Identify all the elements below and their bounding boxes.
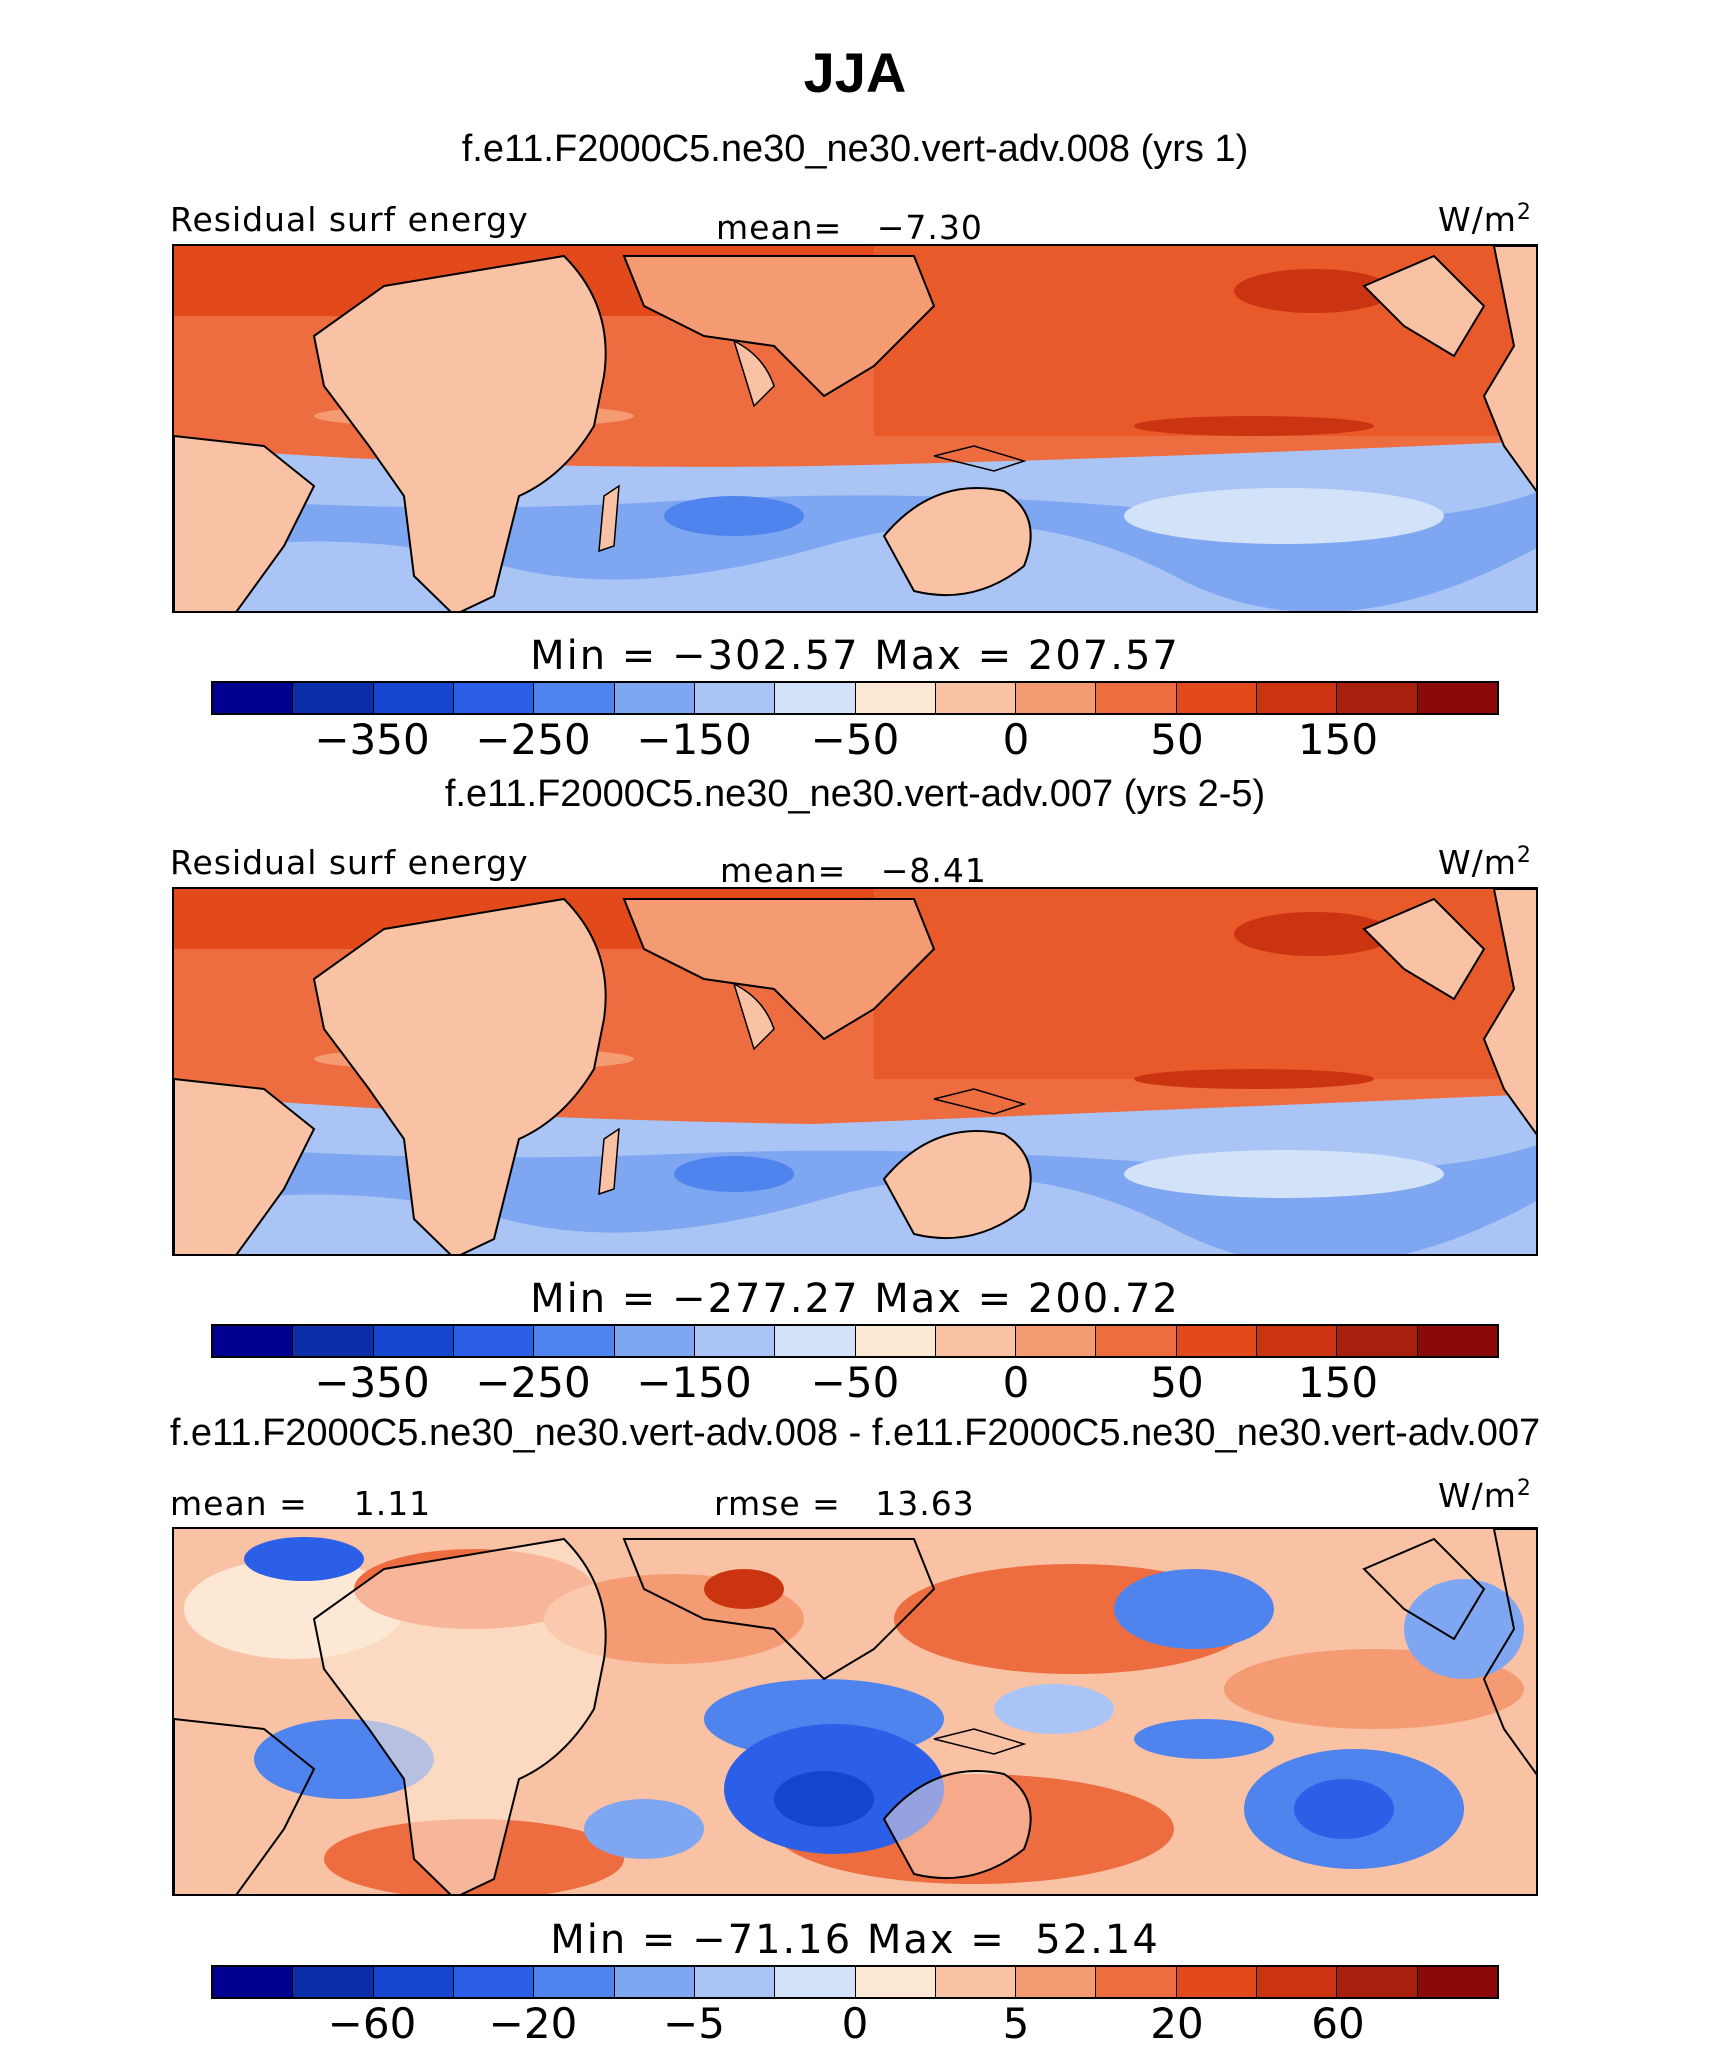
panel-2-variable-label: Residual surf energy [170,843,529,882]
colorbar-bin-9 [935,683,1017,713]
colorbar-bin-11 [1096,1326,1177,1356]
colorbar-bin-15 [1417,1967,1497,1997]
panel-1-map [172,244,1538,613]
colorbar-bin-15 [1417,683,1497,713]
panel-3-colorbar [211,1965,1499,1999]
colorbar-bin-12 [1176,1967,1258,1997]
colorbar-tick-label: 0 [841,1999,869,2048]
colorbar-bin-4 [534,683,615,713]
colorbar-tick-label: 0 [1002,1358,1030,1407]
panel-3-map [172,1527,1538,1896]
panel-1-mean-stat: mean= −7.30 [716,208,983,247]
colorbar-tick-label: −350 [314,715,430,764]
colorbar-bin-4 [534,1967,615,1997]
colorbar-tick-label: −150 [636,1358,752,1407]
panel-3-units: W/m2 [1438,1476,1532,1515]
colorbar-bin-12 [1176,683,1258,713]
colorbar-bin-1 [293,1326,374,1356]
colorbar-bin-7 [775,1326,856,1356]
colorbar-bin-5 [614,683,695,713]
panel-3-rmse-stat: rmse = 13.63 [714,1484,975,1523]
colorbar-bin-15 [1417,1326,1497,1356]
colorbar-bin-9 [935,1326,1017,1356]
colorbar-bin-3 [453,1326,535,1356]
colorbar-tick-label: −250 [475,1358,591,1407]
colorbar-bin-9 [935,1967,1017,1997]
colorbar-bin-10 [1016,1326,1097,1356]
colorbar-bin-0 [213,1967,294,1997]
colorbar-tick-label: −250 [475,715,591,764]
colorbar-bin-12 [1176,1326,1258,1356]
colorbar-bin-11 [1096,1967,1177,1997]
colorbar-tick-label: −150 [636,715,752,764]
panel-2-title: f.e11.F2000C5.ne30_ne30.vert-adv.007 (yr… [444,773,1266,815]
colorbar-bin-14 [1337,683,1418,713]
colorbar-bin-1 [293,1967,374,1997]
panel-3-mean-stat: mean = 1.11 [170,1484,432,1523]
colorbar-bin-0 [213,683,294,713]
colorbar-bin-3 [453,1967,535,1997]
colorbar-tick-label: 20 [1150,1999,1204,2048]
main-title: JJA [803,41,907,104]
panel-2-units: W/m2 [1438,843,1532,882]
colorbar-bin-6 [694,683,776,713]
panel-1-variable-label: Residual surf energy [170,200,529,239]
colorbar-bin-4 [534,1326,615,1356]
colorbar-bin-11 [1096,683,1177,713]
panel-1-minmax: Min = −302.57 Max = 207.57 [530,633,1180,679]
colorbar-tick-label: 50 [1150,715,1204,764]
colorbar-tick-label: −20 [488,1999,578,2048]
colorbar-tick-label: −350 [314,1358,430,1407]
colorbar-bin-13 [1257,1326,1338,1356]
colorbar-bin-2 [373,683,454,713]
colorbar-bin-7 [775,1967,856,1997]
colorbar-bin-2 [373,1967,454,1997]
colorbar-tick-label: 150 [1297,1358,1379,1407]
colorbar-bin-10 [1016,683,1097,713]
panel-3-title: f.e11.F2000C5.ne30_ne30.vert-adv.008 - f… [169,1412,1541,1454]
colorbar-bin-8 [855,1967,936,1997]
colorbar-bin-3 [453,683,535,713]
panel-2-map [172,887,1538,1256]
colorbar-bin-0 [213,1326,294,1356]
colorbar-tick-label: 150 [1297,715,1379,764]
colorbar-tick-label: 0 [1002,715,1030,764]
colorbar-bin-13 [1257,1967,1338,1997]
colorbar-tick-label: −5 [663,1999,725,2048]
colorbar-bin-13 [1257,683,1338,713]
colorbar-bin-6 [694,1326,776,1356]
panel-1-colorbar [211,681,1499,715]
panel-1-title: f.e11.F2000C5.ne30_ne30.vert-adv.008 (yr… [461,128,1249,170]
panel-2-minmax: Min = −277.27 Max = 200.72 [530,1276,1180,1322]
colorbar-tick-label: 5 [1002,1999,1030,2048]
colorbar-bin-14 [1337,1326,1418,1356]
colorbar-tick-label: −50 [810,715,900,764]
colorbar-bin-8 [855,1326,936,1356]
panel-2-colorbar [211,1324,1499,1358]
colorbar-bin-14 [1337,1967,1418,1997]
colorbar-tick-label: −50 [810,1358,900,1407]
colorbar-bin-10 [1016,1967,1097,1997]
panel-2-mean-stat: mean= −8.41 [720,851,987,890]
colorbar-bin-2 [373,1326,454,1356]
colorbar-bin-7 [775,683,856,713]
colorbar-tick-label: 50 [1150,1358,1204,1407]
colorbar-bin-6 [694,1967,776,1997]
colorbar-bin-8 [855,683,936,713]
colorbar-tick-label: 60 [1311,1999,1365,2048]
colorbar-tick-label: −60 [327,1999,417,2048]
panel-3-minmax: Min = −71.16 Max = 52.14 [550,1917,1160,1963]
colorbar-bin-5 [614,1967,695,1997]
panel-1-units: W/m2 [1438,200,1532,239]
colorbar-bin-1 [293,683,374,713]
colorbar-bin-5 [614,1326,695,1356]
